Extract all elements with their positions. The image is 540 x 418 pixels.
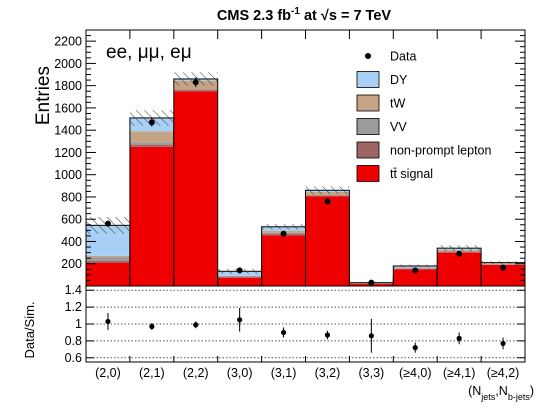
ratio-y-tick-label: 0.8 bbox=[65, 334, 82, 348]
bar-segment bbox=[86, 262, 130, 286]
ratio-y-axis-label: Data/Sim. bbox=[22, 301, 37, 358]
legend-swatch bbox=[356, 94, 380, 112]
y-tick-label: 2200 bbox=[54, 35, 82, 49]
uncertainty-band-segment bbox=[393, 264, 438, 268]
bar-segment bbox=[261, 235, 306, 286]
data-point bbox=[236, 267, 243, 274]
data-point bbox=[456, 250, 463, 257]
y-tick-label: 800 bbox=[61, 190, 82, 204]
x-axis-label: (Njets,Nb-jets) bbox=[468, 384, 534, 402]
ratio-point bbox=[237, 317, 243, 323]
bar-segment bbox=[481, 264, 525, 286]
bar-segment bbox=[305, 195, 350, 197]
legend-label: Data bbox=[390, 50, 416, 64]
channel-label: ee, μμ, eμ bbox=[106, 42, 192, 63]
uncertainty-band-segment bbox=[129, 110, 174, 126]
bar-segment bbox=[217, 275, 262, 278]
data-point bbox=[192, 79, 199, 86]
x-category-label: (2,2) bbox=[183, 366, 209, 380]
legend-label: non-prompt lepton bbox=[390, 144, 492, 158]
ratio-y-tick-label: 1 bbox=[75, 317, 82, 331]
legend-swatch bbox=[356, 118, 380, 135]
legend-label: tt̄ signal bbox=[390, 167, 433, 181]
ratio-point bbox=[193, 322, 199, 328]
ratio-point bbox=[105, 318, 111, 325]
ratio-point bbox=[149, 323, 155, 330]
bar-segment bbox=[129, 144, 174, 147]
x-category-label: (2,1) bbox=[139, 366, 165, 380]
bar-segment bbox=[173, 89, 218, 91]
bar-segment bbox=[129, 131, 174, 143]
data-points-group bbox=[104, 77, 507, 286]
bar-segment bbox=[437, 252, 482, 286]
legend-swatch bbox=[356, 165, 380, 182]
y-tick-label: 2000 bbox=[54, 57, 82, 71]
y-axis-label: Entries bbox=[33, 66, 54, 125]
x-category-label: (≥4,1) bbox=[443, 366, 476, 380]
bar-segment bbox=[173, 90, 218, 92]
bar-segment bbox=[86, 260, 130, 263]
bar-segment bbox=[305, 194, 350, 196]
legend: Data DY tW VV non-prompt lepton tt̄ signal bbox=[356, 50, 492, 182]
x-category-label: (≥4,2) bbox=[487, 366, 520, 380]
data-point bbox=[412, 267, 419, 274]
bar-segment bbox=[173, 91, 218, 286]
legend-swatch bbox=[356, 141, 380, 159]
ratio-point bbox=[280, 329, 287, 336]
data-point bbox=[280, 230, 287, 237]
ratio-point bbox=[324, 332, 331, 338]
ratio-point bbox=[368, 333, 374, 339]
data-point bbox=[500, 264, 507, 271]
uncertainty-band-segment bbox=[261, 224, 306, 230]
x-category-label: (3,1) bbox=[271, 366, 297, 380]
ratio-panel-group: 0.6 0.8 1 1.2 1.4 (2,0) (2,1) (2,2) (3,0) (3,1) (3… bbox=[65, 283, 526, 380]
ratio-point bbox=[412, 345, 418, 351]
data-point bbox=[368, 279, 375, 286]
bar-segment bbox=[305, 196, 350, 286]
bar-segment bbox=[217, 277, 262, 286]
legend-label: DY bbox=[390, 73, 408, 87]
main-axes-group: 200 400 600 800 1000 1200 1400 1600 1800 2000 2200 bbox=[54, 29, 526, 287]
y-tick-label: 200 bbox=[61, 257, 82, 271]
data-point bbox=[104, 220, 111, 227]
legend-swatch bbox=[356, 71, 380, 88]
y-tick-label: 600 bbox=[61, 213, 82, 227]
legend-label: VV bbox=[390, 120, 407, 134]
bar-segment bbox=[217, 277, 262, 278]
ratio-y-tick-label: 0.6 bbox=[65, 351, 82, 365]
y-tick-label: 1600 bbox=[54, 101, 82, 115]
ratio-y-tick-label: 1.2 bbox=[65, 300, 82, 314]
ratio-point bbox=[456, 335, 462, 341]
x-category-label: (≥4,0) bbox=[399, 366, 432, 380]
legend-data-marker bbox=[365, 53, 371, 59]
y-tick-label: 1800 bbox=[54, 79, 82, 93]
y-tick-label: 1400 bbox=[54, 124, 82, 138]
x-category-label: (3,0) bbox=[227, 366, 253, 380]
x-category-label: (3,3) bbox=[358, 366, 384, 380]
ratio-point bbox=[500, 340, 506, 347]
bar-segment bbox=[129, 142, 174, 145]
y-tick-label: 1200 bbox=[54, 146, 82, 160]
uncertainty-band-segment bbox=[437, 245, 482, 251]
legend-label: tW bbox=[390, 97, 405, 111]
bar-segment bbox=[86, 257, 130, 261]
bar-segment bbox=[393, 269, 438, 286]
x-category-label: (2,0) bbox=[95, 366, 121, 380]
ratio-y-tick-label: 1.4 bbox=[65, 283, 82, 297]
x-category-label: (3,2) bbox=[315, 366, 341, 380]
data-point bbox=[324, 198, 331, 205]
uncertainty-band-segment bbox=[481, 261, 525, 264]
y-tick-label: 400 bbox=[61, 235, 82, 249]
bar-segment bbox=[129, 146, 174, 286]
chart-title: CMS 2.3 fb-1 at √s = 7 TeV bbox=[217, 6, 391, 24]
data-point bbox=[148, 119, 155, 126]
uncertainty-band-segment bbox=[305, 186, 350, 195]
bar-segment bbox=[86, 255, 130, 258]
y-tick-label: 1000 bbox=[54, 168, 82, 182]
